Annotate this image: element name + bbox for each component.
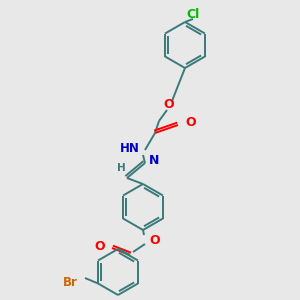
Text: N: N (149, 154, 159, 167)
Text: O: O (164, 98, 174, 112)
Text: HN: HN (120, 142, 140, 154)
Text: O: O (185, 116, 196, 130)
Text: Br: Br (63, 277, 77, 290)
Text: O: O (94, 239, 105, 253)
Text: Cl: Cl (186, 8, 200, 20)
Text: H: H (117, 163, 125, 173)
Text: O: O (149, 233, 160, 247)
